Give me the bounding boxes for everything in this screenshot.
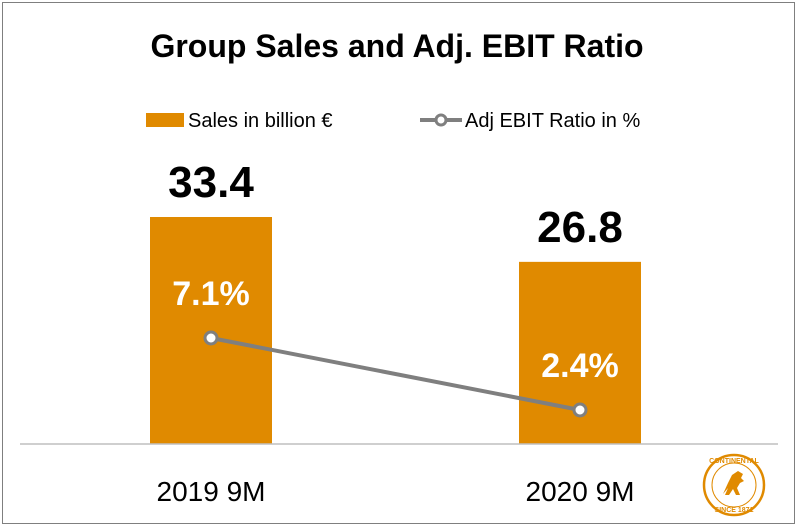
category-label-1: 2019 9M xyxy=(157,476,266,507)
chart-title: Group Sales and Adj. EBIT Ratio xyxy=(150,28,643,64)
sales-value-label-2: 26.8 xyxy=(537,203,623,252)
ebit-ratio-label-1: 7.1% xyxy=(172,275,250,313)
legend-label-ebit: Adj EBIT Ratio in % xyxy=(465,110,640,132)
ebit-line-series xyxy=(203,330,588,418)
category-label-2: 2020 9M xyxy=(526,476,635,507)
data-labels: 33.4 2019 9M 26.8 2020 9M 7.1% 2.4% xyxy=(157,158,635,507)
ebit-ratio-label-2: 2.4% xyxy=(541,347,619,385)
legend-swatch-sales xyxy=(146,113,184,127)
ebit-ratio-point-1 xyxy=(203,330,219,346)
continental-logo: CONTINENTAL SINCE 1871 xyxy=(702,453,766,517)
chart-frame xyxy=(2,2,795,524)
sales-value-label-1: 33.4 xyxy=(168,158,254,207)
logo-text-top: CONTINENTAL xyxy=(709,458,759,465)
legend-label-sales: Sales in billion € xyxy=(188,110,333,132)
ebit-ratio-point-2 xyxy=(572,402,588,418)
legend-swatch-ebit-marker xyxy=(434,113,448,127)
horse-icon xyxy=(723,471,744,495)
ebit-ratio-line xyxy=(210,336,581,412)
legend: Sales in billion € Adj EBIT Ratio in % xyxy=(146,110,640,132)
logo-text-bottom: SINCE 1871 xyxy=(715,507,754,514)
